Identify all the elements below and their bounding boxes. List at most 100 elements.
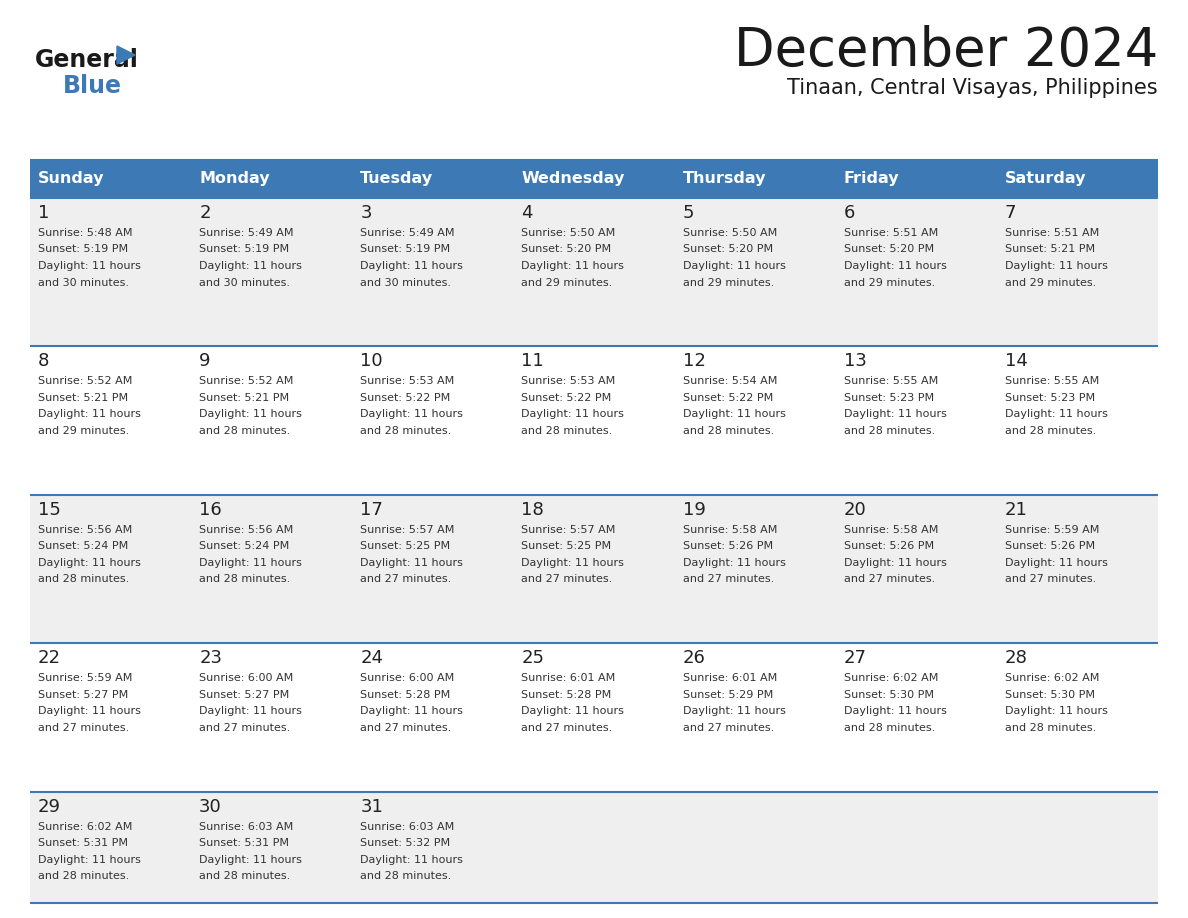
Text: Daylight: 11 hours: Daylight: 11 hours <box>683 261 785 271</box>
Text: Sunrise: 5:54 AM: Sunrise: 5:54 AM <box>683 376 777 386</box>
Bar <box>513 160 675 198</box>
Bar <box>675 346 835 495</box>
Text: Daylight: 11 hours: Daylight: 11 hours <box>843 409 947 420</box>
Text: Sunrise: 5:48 AM: Sunrise: 5:48 AM <box>38 228 133 238</box>
Text: Sunrise: 5:50 AM: Sunrise: 5:50 AM <box>683 228 777 238</box>
Bar <box>513 495 675 644</box>
Text: and 28 minutes.: and 28 minutes. <box>1005 722 1097 733</box>
Text: Daylight: 11 hours: Daylight: 11 hours <box>38 706 141 716</box>
Text: Daylight: 11 hours: Daylight: 11 hours <box>360 409 463 420</box>
Bar <box>30 346 191 495</box>
Text: and 27 minutes.: and 27 minutes. <box>38 722 129 733</box>
Text: Sunrise: 6:02 AM: Sunrise: 6:02 AM <box>38 822 132 832</box>
Text: Sunrise: 5:57 AM: Sunrise: 5:57 AM <box>360 525 455 535</box>
Text: Daylight: 11 hours: Daylight: 11 hours <box>1005 261 1107 271</box>
Text: Daylight: 11 hours: Daylight: 11 hours <box>1005 558 1107 568</box>
Text: and 29 minutes.: and 29 minutes. <box>843 277 935 287</box>
Text: Daylight: 11 hours: Daylight: 11 hours <box>38 558 141 568</box>
Text: Sunrise: 6:03 AM: Sunrise: 6:03 AM <box>200 822 293 832</box>
Text: Sunrise: 5:58 AM: Sunrise: 5:58 AM <box>843 525 939 535</box>
Text: Sunset: 5:21 PM: Sunset: 5:21 PM <box>200 393 289 403</box>
Text: Sunrise: 5:56 AM: Sunrise: 5:56 AM <box>38 525 132 535</box>
Text: and 27 minutes.: and 27 minutes. <box>360 722 451 733</box>
Text: 31: 31 <box>360 798 384 816</box>
Text: Daylight: 11 hours: Daylight: 11 hours <box>1005 706 1107 716</box>
Text: Daylight: 11 hours: Daylight: 11 hours <box>522 558 625 568</box>
Text: Sunset: 5:19 PM: Sunset: 5:19 PM <box>38 244 128 254</box>
Text: Sunset: 5:20 PM: Sunset: 5:20 PM <box>683 244 772 254</box>
Text: Daylight: 11 hours: Daylight: 11 hours <box>360 855 463 865</box>
Text: and 27 minutes.: and 27 minutes. <box>683 722 773 733</box>
Text: 22: 22 <box>38 649 61 667</box>
Text: Sunrise: 5:51 AM: Sunrise: 5:51 AM <box>843 228 939 238</box>
Bar <box>191 495 353 644</box>
Bar <box>191 791 353 903</box>
Text: Monday: Monday <box>200 172 270 186</box>
Text: and 29 minutes.: and 29 minutes. <box>38 426 129 436</box>
Bar <box>191 198 353 346</box>
Text: Sunrise: 6:02 AM: Sunrise: 6:02 AM <box>1005 673 1099 683</box>
Text: Sunrise: 6:02 AM: Sunrise: 6:02 AM <box>843 673 939 683</box>
Text: 24: 24 <box>360 649 384 667</box>
Bar <box>997 346 1158 495</box>
Text: 3: 3 <box>360 204 372 222</box>
Text: Daylight: 11 hours: Daylight: 11 hours <box>522 261 625 271</box>
Text: and 30 minutes.: and 30 minutes. <box>38 277 129 287</box>
Text: and 28 minutes.: and 28 minutes. <box>200 871 290 881</box>
Text: Daylight: 11 hours: Daylight: 11 hours <box>38 855 141 865</box>
Bar <box>835 644 997 791</box>
Text: 8: 8 <box>38 353 50 371</box>
Text: Sunrise: 5:58 AM: Sunrise: 5:58 AM <box>683 525 777 535</box>
Text: Daylight: 11 hours: Daylight: 11 hours <box>843 706 947 716</box>
Text: Sunset: 5:19 PM: Sunset: 5:19 PM <box>200 244 289 254</box>
Text: Daylight: 11 hours: Daylight: 11 hours <box>683 558 785 568</box>
Text: Daylight: 11 hours: Daylight: 11 hours <box>522 706 625 716</box>
Text: Daylight: 11 hours: Daylight: 11 hours <box>200 706 302 716</box>
Text: and 27 minutes.: and 27 minutes. <box>522 722 613 733</box>
Text: Daylight: 11 hours: Daylight: 11 hours <box>38 409 141 420</box>
Text: and 27 minutes.: and 27 minutes. <box>683 575 773 585</box>
Text: Sunset: 5:30 PM: Sunset: 5:30 PM <box>843 689 934 700</box>
Text: Sunset: 5:28 PM: Sunset: 5:28 PM <box>522 689 612 700</box>
Text: Daylight: 11 hours: Daylight: 11 hours <box>843 558 947 568</box>
Text: Sunset: 5:23 PM: Sunset: 5:23 PM <box>843 393 934 403</box>
Text: Sunset: 5:22 PM: Sunset: 5:22 PM <box>360 393 450 403</box>
Text: Daylight: 11 hours: Daylight: 11 hours <box>683 409 785 420</box>
Text: Sunset: 5:28 PM: Sunset: 5:28 PM <box>360 689 450 700</box>
Bar <box>30 644 191 791</box>
Text: Daylight: 11 hours: Daylight: 11 hours <box>683 706 785 716</box>
Bar <box>675 495 835 644</box>
Text: Sunrise: 5:52 AM: Sunrise: 5:52 AM <box>38 376 132 386</box>
Bar <box>675 644 835 791</box>
Text: and 28 minutes.: and 28 minutes. <box>360 871 451 881</box>
Text: 21: 21 <box>1005 501 1028 519</box>
Text: Sunset: 5:24 PM: Sunset: 5:24 PM <box>38 542 128 552</box>
Text: 2: 2 <box>200 204 210 222</box>
Text: 16: 16 <box>200 501 222 519</box>
Bar <box>191 346 353 495</box>
Text: Sunset: 5:21 PM: Sunset: 5:21 PM <box>38 393 128 403</box>
Text: and 30 minutes.: and 30 minutes. <box>200 277 290 287</box>
Text: Sunset: 5:26 PM: Sunset: 5:26 PM <box>843 542 934 552</box>
Bar <box>997 495 1158 644</box>
Text: Sunrise: 6:00 AM: Sunrise: 6:00 AM <box>200 673 293 683</box>
Text: Sunset: 5:32 PM: Sunset: 5:32 PM <box>360 838 450 848</box>
Bar <box>513 791 675 903</box>
Text: 29: 29 <box>38 798 61 816</box>
Text: Daylight: 11 hours: Daylight: 11 hours <box>200 261 302 271</box>
Text: Thursday: Thursday <box>683 172 766 186</box>
Text: Sunrise: 5:59 AM: Sunrise: 5:59 AM <box>38 673 132 683</box>
Text: Blue: Blue <box>63 74 122 98</box>
Text: Sunrise: 5:49 AM: Sunrise: 5:49 AM <box>360 228 455 238</box>
Bar <box>835 198 997 346</box>
Text: and 29 minutes.: and 29 minutes. <box>522 277 613 287</box>
Bar <box>675 198 835 346</box>
Bar <box>513 346 675 495</box>
Bar <box>835 160 997 198</box>
Bar <box>30 791 191 903</box>
Text: Sunset: 5:31 PM: Sunset: 5:31 PM <box>38 838 128 848</box>
Bar <box>675 160 835 198</box>
Text: Sunrise: 5:52 AM: Sunrise: 5:52 AM <box>200 376 293 386</box>
Bar <box>835 791 997 903</box>
Text: and 28 minutes.: and 28 minutes. <box>38 871 129 881</box>
